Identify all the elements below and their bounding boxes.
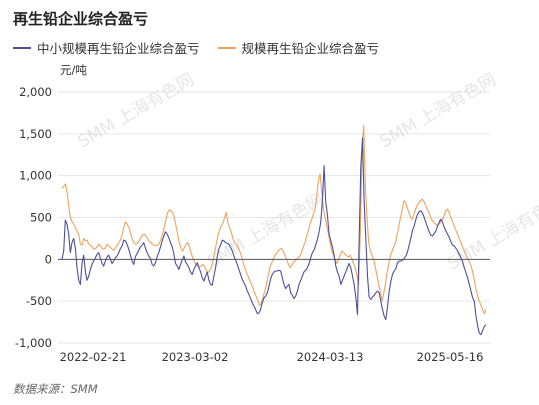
- legend-swatch-small: [13, 46, 31, 49]
- y-tick-label: 1,000: [19, 169, 52, 183]
- chart-title: 再生铅企业综合盈亏: [13, 10, 149, 28]
- watermark-text: SMM 上海有色网: [75, 70, 198, 153]
- legend-label-small: 中小规模再生铅企业综合盈亏: [37, 41, 200, 56]
- y-axis-unit-label: 元/吨: [60, 63, 87, 77]
- legend-label-large: 规模再生铅企业综合盈亏: [241, 41, 380, 56]
- y-tick-label: -1,000: [15, 336, 52, 350]
- y-tick-label: 1,500: [19, 127, 52, 141]
- y-tick-label: 500: [30, 211, 52, 225]
- watermark-text: SMM 上海有色网: [205, 190, 328, 273]
- watermark-text: SMM 上海有色网: [377, 70, 500, 153]
- y-tick-label: 2,000: [19, 85, 52, 99]
- legend: 中小规模再生铅企业综合盈亏 规模再生铅企业综合盈亏: [13, 38, 397, 57]
- legend-item-small[interactable]: 中小规模再生铅企业综合盈亏: [13, 38, 200, 57]
- legend-swatch-large: [217, 46, 236, 49]
- source-note: 数据来源：SMM: [13, 382, 98, 396]
- x-tick-label: 2025-05-16: [417, 350, 484, 364]
- legend-item-large[interactable]: 规模再生铅企业综合盈亏: [217, 38, 380, 57]
- x-tick-label: 2022-02-21: [60, 350, 127, 364]
- y-tick-label: -500: [26, 294, 52, 308]
- x-tick-label: 2023-03-02: [162, 350, 229, 364]
- series-line: [61, 124, 487, 315]
- watermark-text: SMM 上海有色网: [445, 192, 539, 275]
- series-line: [61, 137, 487, 336]
- x-tick-label: 2024-03-13: [297, 350, 364, 364]
- y-tick-label: 0: [45, 252, 52, 266]
